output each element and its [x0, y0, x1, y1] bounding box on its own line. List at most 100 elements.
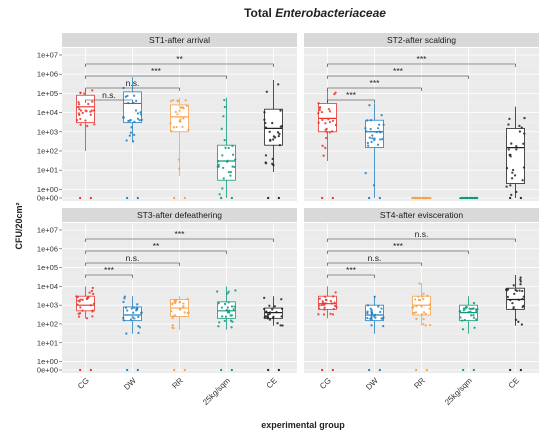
data-point: [231, 165, 234, 168]
data-point: [222, 177, 225, 180]
data-point: [330, 302, 333, 305]
data-point: [77, 315, 81, 318]
data-point: [475, 309, 478, 313]
data-point: [223, 105, 227, 109]
data-point: [78, 312, 82, 315]
data-point: [137, 331, 140, 335]
data-point: [130, 307, 133, 310]
data-point: [87, 296, 90, 299]
data-point: [321, 144, 324, 147]
data-point: [140, 311, 143, 315]
data-point: [379, 131, 382, 134]
data-point: [520, 323, 524, 326]
panel-strip-title: ST1-after arrival: [149, 35, 210, 45]
data-point: [329, 299, 332, 303]
data-point: [328, 131, 331, 134]
data-point: [513, 292, 516, 295]
data-point: [422, 292, 425, 296]
data-point: [323, 295, 327, 298]
data-point: [75, 119, 79, 122]
data-point: [428, 323, 432, 327]
data-point: [412, 306, 415, 309]
data-point: [221, 166, 225, 170]
data-point: [171, 98, 175, 102]
data-point: [380, 113, 383, 117]
data-point: [131, 316, 134, 319]
data-point: [178, 300, 182, 304]
data-point: [506, 295, 510, 299]
data-point: [140, 118, 143, 122]
data-point: [217, 325, 220, 328]
data-point: [521, 289, 524, 293]
data-point: [124, 95, 128, 98]
data-point: [130, 126, 133, 129]
data-point: [263, 316, 266, 319]
data-point-zero: [219, 196, 223, 200]
y-tick-label: 1e+01: [37, 166, 58, 175]
data-point: [279, 109, 282, 112]
data-point: [137, 315, 140, 319]
significance-label: ***: [346, 90, 357, 100]
panel-4: ST4-after evisceration *** n.s. *** n.s. CG DW…: [304, 208, 539, 407]
data-point-zero: [425, 368, 429, 372]
data-point-zero: [219, 368, 223, 372]
data-point: [473, 196, 477, 200]
significance-bracket: [327, 274, 375, 278]
significance-label: n.s.: [368, 253, 382, 263]
data-point: [459, 316, 462, 319]
data-point: [230, 305, 234, 308]
data-point: [364, 127, 367, 130]
x-tick-label: DW: [364, 376, 380, 392]
data-point: [268, 318, 272, 321]
box-iqr: [318, 103, 337, 133]
data-point: [504, 288, 508, 291]
data-point: [458, 310, 462, 313]
data-point: [376, 127, 380, 130]
data-point: [271, 121, 274, 125]
data-point: [121, 116, 125, 119]
data-point: [373, 138, 376, 142]
data-point: [263, 111, 266, 114]
data-point: [320, 303, 323, 307]
data-point: [227, 309, 231, 312]
data-point: [420, 196, 423, 200]
data-point: [272, 138, 275, 141]
data-point: [136, 303, 139, 306]
data-point-zero: [78, 368, 82, 372]
data-point: [331, 119, 335, 123]
data-point: [332, 295, 335, 298]
data-point: [324, 146, 327, 150]
y-tick-label: 0e+00: [37, 366, 58, 375]
data-point: [178, 109, 181, 112]
data-point: [276, 322, 279, 325]
data-point: [178, 167, 181, 170]
data-point: [511, 171, 514, 174]
data-point-zero: [230, 368, 234, 372]
data-point: [122, 316, 125, 319]
data-point: [429, 196, 432, 200]
data-point: [424, 324, 427, 327]
data-point: [232, 308, 235, 311]
data-point: [81, 111, 84, 115]
panel-strip-title: ST2-after scalding: [387, 35, 456, 45]
data-point: [182, 117, 185, 120]
data-point: [216, 160, 220, 163]
box-iqr: [506, 127, 525, 184]
data-point: [334, 123, 338, 127]
data-point: [472, 301, 476, 305]
data-point: [129, 318, 133, 321]
data-point: [79, 109, 83, 112]
data-point: [419, 196, 422, 200]
data-point: [281, 324, 284, 327]
data-point: [139, 113, 143, 116]
data-point: [519, 280, 522, 283]
data-point: [225, 160, 229, 163]
data-point: [122, 300, 125, 304]
data-point: [216, 290, 219, 293]
significance-label: **: [176, 54, 183, 64]
data-point: [77, 112, 81, 115]
data-point: [426, 294, 429, 297]
data-point: [523, 132, 526, 135]
data-point: [417, 295, 420, 298]
